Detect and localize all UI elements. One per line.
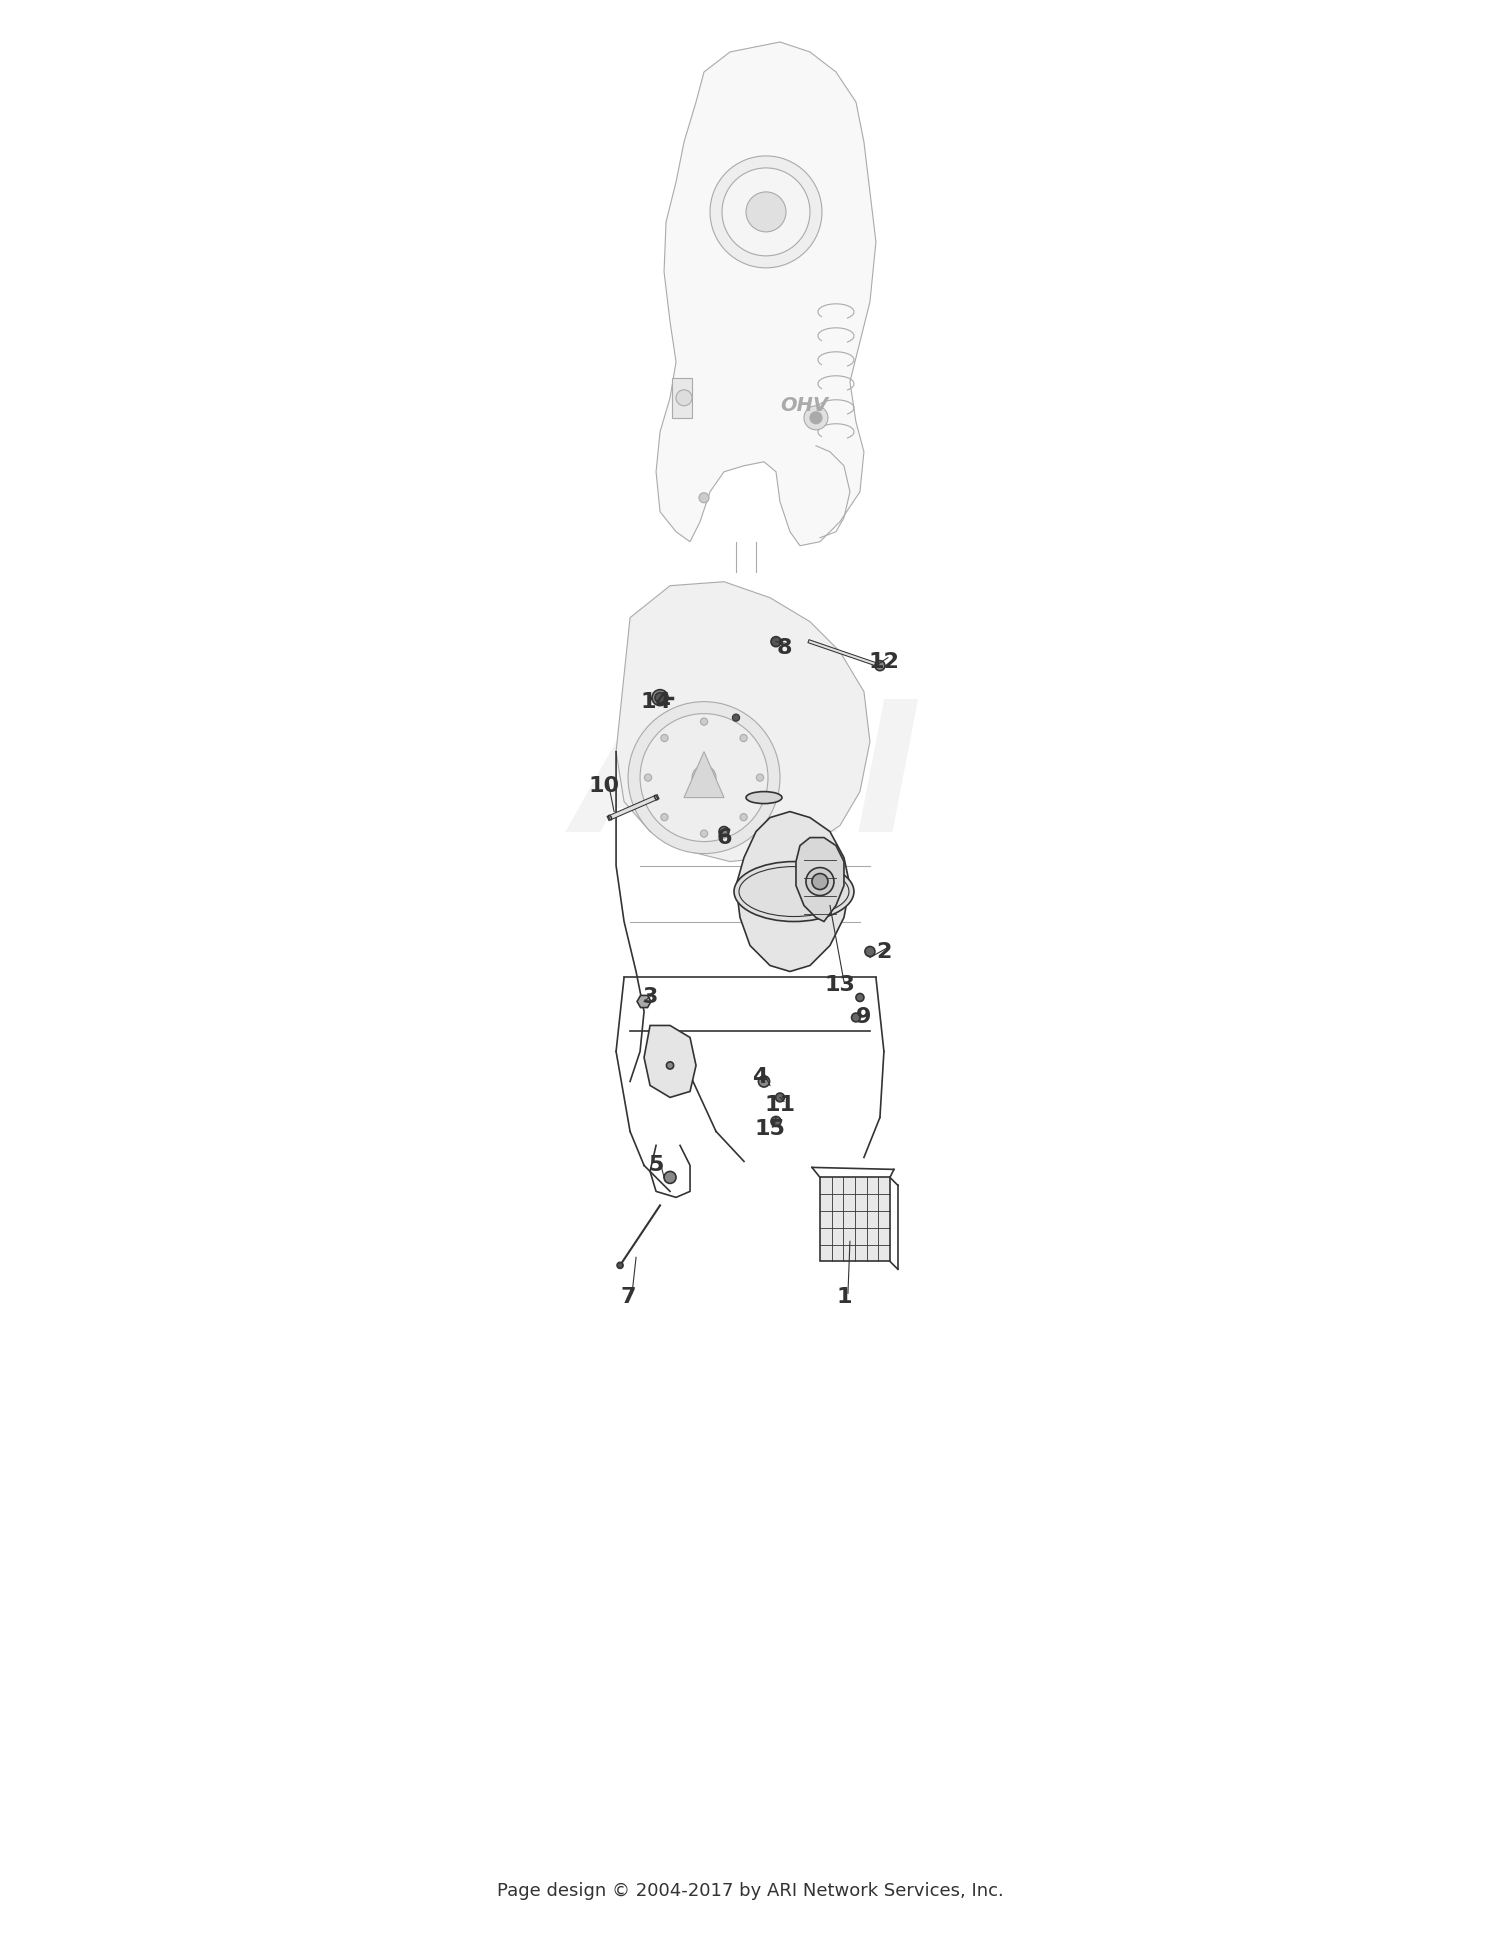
Text: 8: 8 (776, 639, 792, 658)
Circle shape (666, 1062, 674, 1069)
Circle shape (771, 1116, 782, 1126)
Circle shape (662, 734, 668, 741)
Circle shape (740, 734, 747, 741)
Ellipse shape (654, 796, 657, 800)
Circle shape (804, 406, 828, 429)
Polygon shape (616, 582, 870, 862)
Text: ARI: ARI (578, 693, 922, 870)
Polygon shape (672, 378, 692, 417)
Circle shape (700, 831, 708, 837)
Circle shape (640, 714, 768, 842)
Circle shape (806, 868, 834, 895)
Polygon shape (821, 1178, 890, 1262)
Text: 4: 4 (753, 1068, 768, 1087)
Circle shape (865, 947, 874, 957)
Text: 11: 11 (765, 1095, 795, 1116)
Text: 5: 5 (648, 1155, 663, 1176)
Ellipse shape (734, 862, 854, 922)
Circle shape (664, 1172, 676, 1184)
Polygon shape (644, 1025, 696, 1097)
Circle shape (776, 1093, 784, 1102)
Text: 13: 13 (825, 976, 855, 996)
Circle shape (771, 637, 782, 646)
Ellipse shape (746, 792, 782, 804)
Circle shape (718, 827, 729, 837)
Text: 7: 7 (621, 1287, 636, 1308)
Polygon shape (796, 839, 844, 922)
Circle shape (746, 192, 786, 231)
Circle shape (756, 774, 764, 780)
Text: 15: 15 (754, 1120, 786, 1139)
Circle shape (700, 718, 708, 726)
Circle shape (810, 411, 822, 423)
Circle shape (645, 774, 651, 780)
Polygon shape (736, 811, 850, 972)
Text: 3: 3 (642, 988, 657, 1007)
Circle shape (628, 701, 780, 854)
Circle shape (616, 1262, 622, 1267)
Text: 6: 6 (717, 827, 732, 848)
Text: 14: 14 (640, 691, 672, 712)
Polygon shape (684, 751, 724, 798)
Circle shape (652, 689, 668, 707)
Circle shape (722, 169, 810, 256)
Circle shape (856, 994, 864, 1002)
Text: 9: 9 (856, 1007, 871, 1027)
Circle shape (759, 1075, 770, 1087)
Text: Page design © 2004-2017 by ARI Network Services, Inc.: Page design © 2004-2017 by ARI Network S… (496, 1883, 1004, 1900)
Polygon shape (638, 996, 651, 1007)
Circle shape (662, 813, 668, 821)
Circle shape (852, 1013, 861, 1021)
Text: OHV: OHV (780, 396, 828, 415)
Circle shape (732, 714, 740, 722)
Text: 2: 2 (876, 941, 891, 961)
Circle shape (710, 155, 822, 268)
Circle shape (699, 493, 709, 503)
Circle shape (874, 660, 885, 672)
Ellipse shape (609, 815, 612, 819)
Circle shape (692, 765, 715, 790)
Text: 10: 10 (588, 776, 620, 796)
Circle shape (740, 813, 747, 821)
Circle shape (812, 873, 828, 889)
Circle shape (676, 390, 692, 406)
Circle shape (656, 693, 664, 703)
Text: 12: 12 (868, 652, 900, 672)
Text: 1: 1 (836, 1287, 852, 1308)
Polygon shape (656, 43, 876, 545)
